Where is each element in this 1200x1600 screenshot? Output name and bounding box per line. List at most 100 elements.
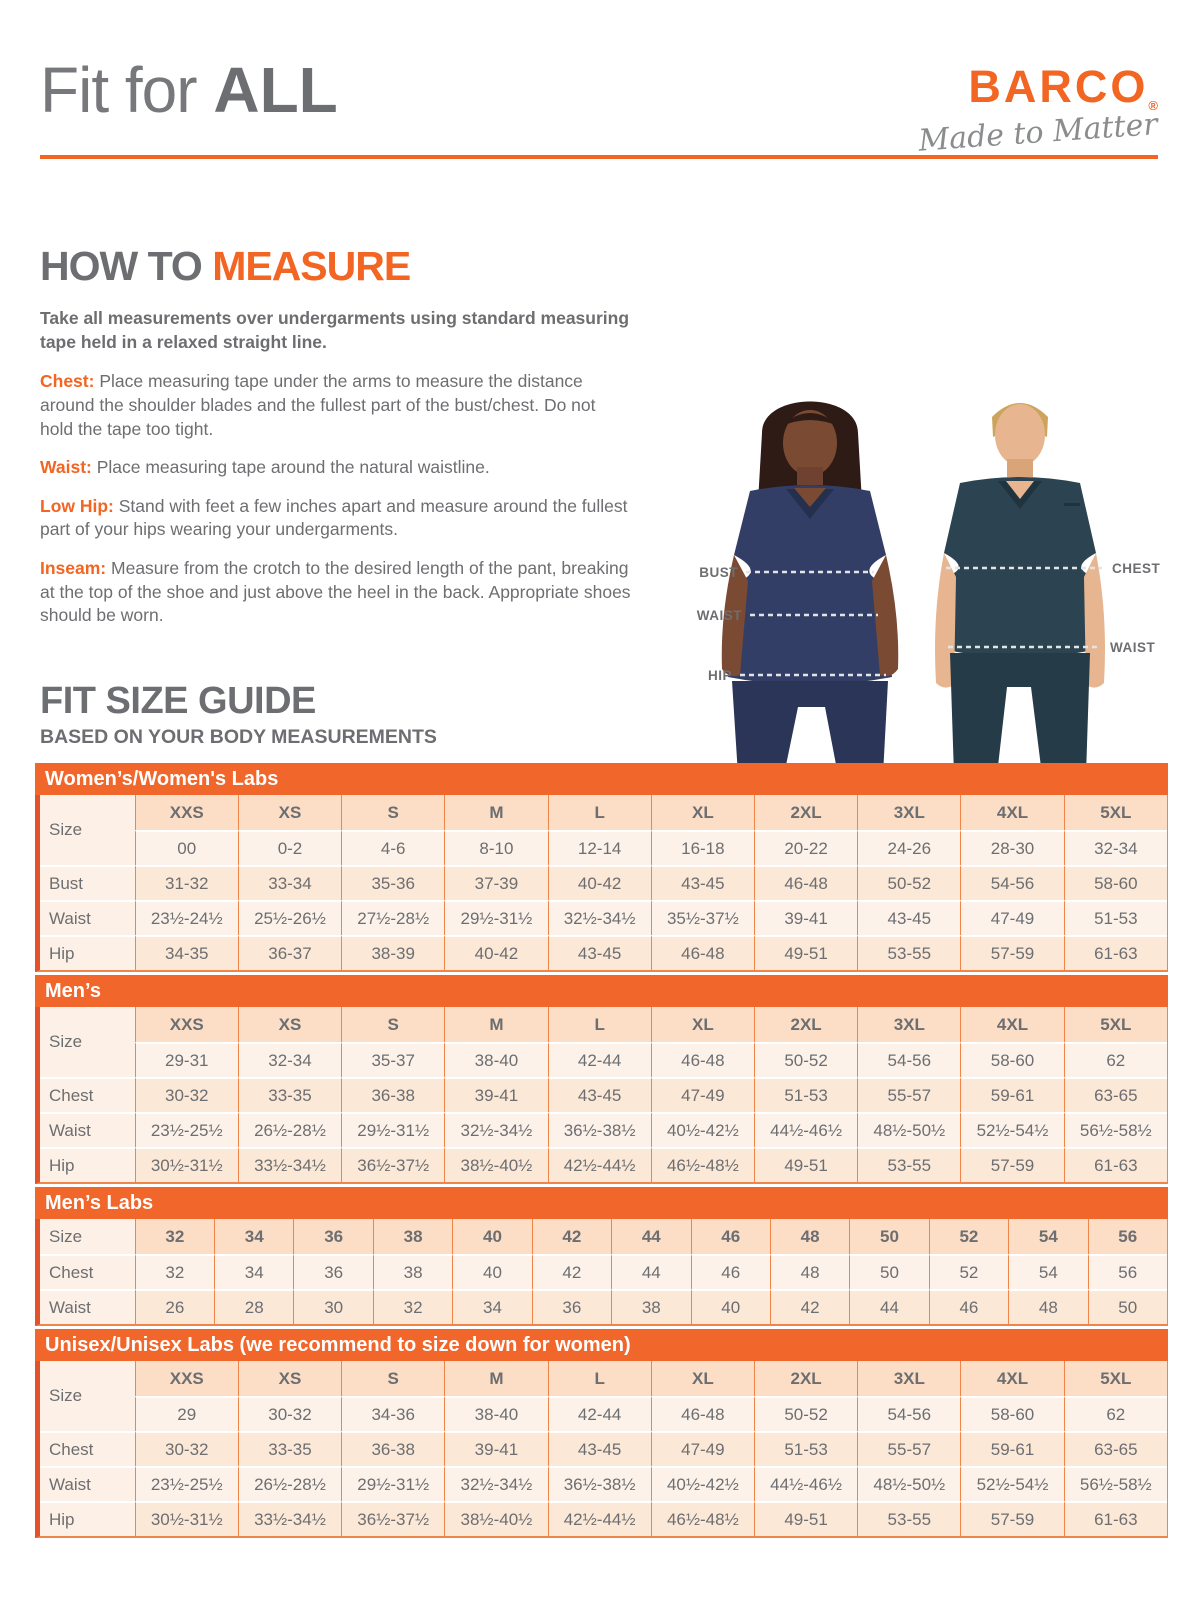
col-header: M	[444, 1361, 548, 1396]
value-cell: 55-57	[857, 1077, 961, 1112]
size-range-cell: 54-56	[857, 1042, 961, 1077]
lowhip-label: Low Hip:	[40, 495, 114, 516]
col-header: 4XL	[960, 795, 1064, 830]
value-cell: 23½-25½	[134, 1466, 238, 1501]
col-header: 40	[452, 1219, 532, 1254]
value-cell: 36	[531, 1289, 612, 1324]
table-header-row: Size XXS XS S M L XL 2XL 3XL 4XL 5XL	[40, 1361, 1167, 1431]
col-header: S	[341, 1361, 445, 1396]
table-row: Waist 26 28 30 32 34 36 38 40 42 44 46 48 50	[40, 1289, 1167, 1324]
orange-divider	[40, 155, 1158, 159]
table-row: Chest 32 34 36 38 40 42 44 46 48 50 52 54 56	[40, 1254, 1167, 1289]
brand-name: BARCO®	[918, 64, 1158, 112]
measure-item-inseam: Inseam: Measure from the crotch to the d…	[40, 557, 632, 628]
woman-waist-label: WAIST	[697, 608, 743, 623]
value-cell: 44	[611, 1254, 691, 1289]
value-cell: 61-63	[1063, 1501, 1167, 1536]
value-cell: 40-42	[547, 865, 651, 900]
value-cell: 38½-40½	[444, 1501, 548, 1536]
col-header: 46	[690, 1219, 770, 1254]
col-header: 56	[1087, 1219, 1167, 1254]
size-range-cell: 58-60	[960, 1396, 1064, 1431]
table-row: Chest 30-32 33-35 36-38 39-41 43-45 47-49 51-53…	[40, 1431, 1167, 1466]
value-cell: 48½-50½	[857, 1112, 961, 1147]
value-cell: 30½-31½	[134, 1147, 238, 1182]
col-header: L	[547, 1007, 651, 1042]
value-cell: 35-36	[341, 865, 445, 900]
value-cell: 59-61	[960, 1431, 1064, 1466]
value-cell: 38½-40½	[444, 1147, 548, 1182]
value-cell: 44½-46½	[753, 1112, 858, 1147]
col-header: 3XL	[857, 1007, 961, 1042]
table-row: Waist 23½-24½ 25½-26½ 27½-28½ 29½-31½ 32½-34½…	[40, 900, 1167, 935]
table-row: Hip 30½-31½ 33½-34½ 36½-37½ 38½-40½ 42½-44½ 46…	[40, 1147, 1167, 1182]
brand-tagline: Made to Matter	[917, 107, 1160, 159]
size-guide-subtitle: BASED ON YOUR BODY MEASUREMENTS	[40, 726, 437, 748]
value-cell: 38-39	[341, 935, 445, 970]
value-cell: 61-63	[1063, 935, 1167, 970]
value-cell: 27½-28½	[341, 900, 445, 935]
value-cell: 38	[611, 1289, 691, 1324]
value-cell: 34-35	[134, 935, 238, 970]
value-cell: 36-38	[341, 1431, 445, 1466]
value-cell: 56½-58½	[1063, 1112, 1167, 1147]
table-banner: Women’s/Women's Labs	[35, 763, 1168, 795]
value-cell: 43-45	[650, 865, 754, 900]
value-cell: 26½-28½	[237, 1466, 342, 1501]
measure-lines	[740, 566, 1102, 677]
value-cell: 47-49	[650, 1431, 754, 1466]
col-header: 4XL	[960, 1361, 1064, 1396]
value-cell: 40	[690, 1289, 770, 1324]
how-to-measure-section: HOW TO MEASURE Take all measurements ove…	[40, 246, 632, 643]
row-label: Chest	[40, 1254, 135, 1289]
value-cell: 38	[372, 1254, 453, 1289]
value-cell: 48	[769, 1254, 850, 1289]
row-label: Hip	[40, 935, 135, 970]
hip-label: HIP	[708, 668, 732, 683]
value-cell: 43-45	[547, 935, 651, 970]
measure-intro: Take all measurements over undergarments…	[40, 308, 630, 352]
chest-label: Chest:	[40, 371, 95, 392]
value-cell: 46-48	[650, 935, 754, 970]
value-cell: 32	[134, 1254, 215, 1289]
value-cell: 43-45	[547, 1077, 651, 1112]
header: Fit for ALL BARCO® Made to Matter	[40, 58, 1159, 159]
col-header: L	[547, 795, 651, 830]
value-cell: 61-63	[1063, 1147, 1167, 1182]
value-cell: 63-65	[1063, 1077, 1167, 1112]
value-cell: 33-34	[237, 865, 342, 900]
value-cell: 48	[1008, 1289, 1088, 1324]
value-cell: 37-39	[444, 865, 548, 900]
col-header: 48	[769, 1219, 850, 1254]
table-banner: Men’s	[35, 975, 1168, 1007]
measure-item-waist: Waist: Place measuring tape around the n…	[40, 456, 632, 480]
registered-mark: ®	[1148, 98, 1158, 113]
col-header: XL	[650, 1361, 754, 1396]
table-header-row: Size 32 34 36 38 40 42 44 46 48 50 52 54 56	[40, 1219, 1167, 1254]
value-cell: 30½-31½	[134, 1501, 238, 1536]
col-header: 5XL	[1063, 1007, 1167, 1042]
chest-label: CHEST	[1112, 561, 1161, 576]
col-header: XXS	[134, 795, 238, 830]
value-cell: 47-49	[960, 900, 1064, 935]
value-cell: 54	[1008, 1254, 1088, 1289]
size-range-cell: 34-36	[341, 1396, 445, 1431]
value-cell: 52½-54½	[960, 1466, 1064, 1501]
table-subheader-row: 29-31 32-34 35-37 38-40 42-44 46-48 50-52 54-56…	[40, 1042, 1167, 1077]
table-row: Bust 31-32 33-34 35-36 37-39 40-42 43-45 46-48 5…	[40, 865, 1167, 900]
table-subheader-row: 00 0-2 4-6 8-10 12-14 16-18 20-22 24-26 28-30 32-…	[40, 830, 1167, 865]
value-cell: 44	[849, 1289, 929, 1324]
col-header: L	[547, 1361, 651, 1396]
col-header: 54	[1008, 1219, 1088, 1254]
value-cell: 31-32	[134, 865, 238, 900]
value-cell: 30	[293, 1289, 373, 1324]
col-header: 5XL	[1063, 795, 1167, 830]
value-cell: 39-41	[444, 1077, 548, 1112]
value-cell: 58-60	[1063, 865, 1167, 900]
size-range-cell: 32-34	[1063, 830, 1167, 865]
value-cell: 46-48	[753, 865, 858, 900]
value-cell: 47-49	[650, 1077, 754, 1112]
value-cell: 34	[452, 1289, 532, 1324]
size-range-cell: 38-40	[444, 1396, 548, 1431]
